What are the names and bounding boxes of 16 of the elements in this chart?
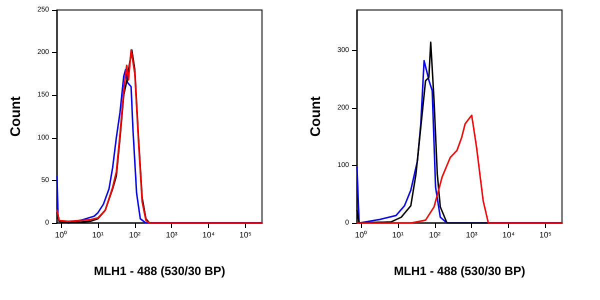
x-tick-label: 10⁴ bbox=[202, 230, 216, 240]
y-axis-title: Count bbox=[307, 96, 323, 137]
x-tick-label: 10³ bbox=[466, 230, 478, 240]
y-axis-title: Count bbox=[7, 96, 23, 137]
x-tick-label: 10⁴ bbox=[502, 230, 516, 240]
x-tick-label: 10¹ bbox=[392, 230, 404, 240]
x-tick-label: 10³ bbox=[166, 230, 178, 240]
x-tick-label: 10⁵ bbox=[239, 230, 252, 240]
x-tick-label: 10⁰ bbox=[355, 230, 367, 240]
x-axis-title: MLH1 - 488 (530/30 BP) bbox=[94, 264, 226, 278]
x-tick-label: 10¹ bbox=[92, 230, 104, 240]
x-tick-label: 10⁰ bbox=[55, 230, 67, 240]
x-axis-title: MLH1 - 488 (530/30 BP) bbox=[394, 264, 526, 278]
x-tick-label: 10² bbox=[429, 230, 441, 240]
x-tick-label: 10² bbox=[129, 230, 141, 240]
x-tick-label: 10⁵ bbox=[539, 230, 552, 240]
